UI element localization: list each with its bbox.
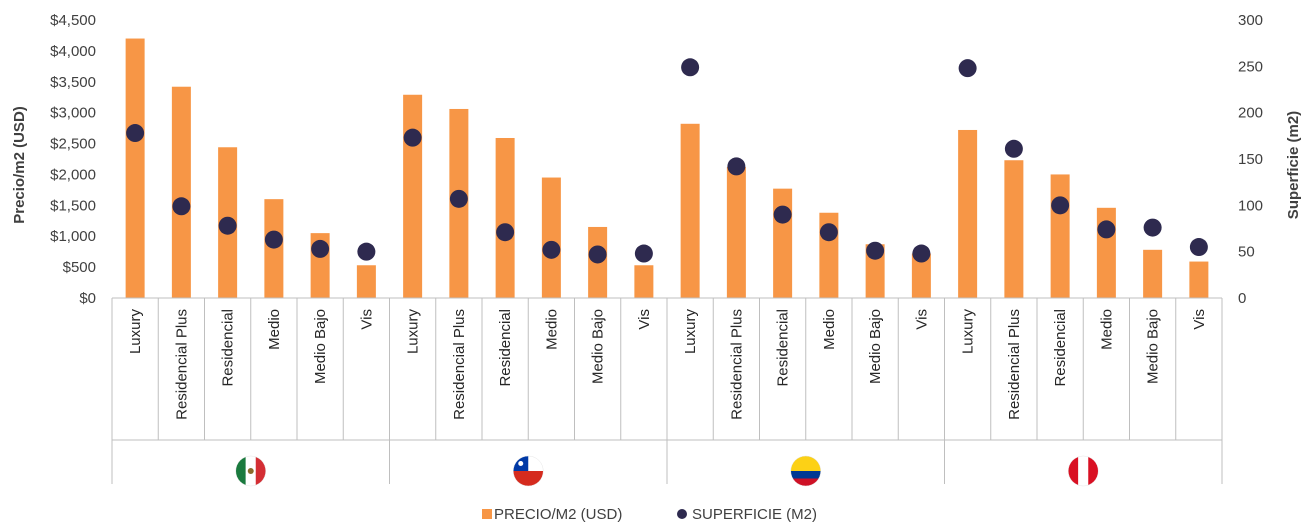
bar	[1050, 174, 1070, 298]
bar	[541, 177, 561, 298]
bar	[403, 94, 423, 298]
category-label: Residencial	[775, 309, 792, 387]
category-label: Medio	[821, 309, 838, 350]
category-label: Vis	[913, 309, 930, 330]
bar	[911, 253, 931, 298]
y2-tick-label: 250	[1238, 58, 1263, 75]
dot	[218, 216, 237, 235]
y2-tick-label: 50	[1238, 244, 1255, 261]
category-label: Luxury	[127, 309, 144, 355]
y2-tick-label: 100	[1238, 197, 1263, 214]
category-label: Luxury	[960, 309, 977, 355]
dot	[958, 59, 977, 78]
dot	[311, 239, 330, 258]
category-label: Residencial	[220, 309, 237, 387]
y2-tick-label: 0	[1238, 290, 1246, 307]
dot	[1051, 196, 1070, 215]
dot	[126, 124, 145, 143]
category-label: Luxury	[682, 309, 699, 355]
bar	[773, 188, 793, 298]
category-label: Medio	[543, 309, 560, 350]
category-label: Vis	[636, 309, 653, 330]
bar	[171, 86, 191, 298]
bar	[1189, 261, 1209, 298]
bar	[1143, 249, 1163, 298]
dot	[634, 244, 653, 263]
dot	[1189, 238, 1208, 257]
dot	[496, 223, 515, 242]
dot	[1097, 220, 1116, 239]
y-tick-label: $4,500	[50, 12, 96, 29]
dot	[1143, 218, 1162, 237]
y2-tick-label: 300	[1238, 12, 1263, 29]
category-label: Residencial Plus	[1006, 309, 1023, 420]
dot	[727, 157, 746, 176]
category-label: Residencial	[1052, 309, 1069, 387]
bar-series	[125, 38, 1209, 299]
y-tick-label: $4,000	[50, 43, 96, 60]
bar	[680, 123, 700, 298]
bar	[1004, 160, 1024, 298]
legend: PRECIO/M2 (USD) SUPERFICIE (M2)	[482, 506, 817, 523]
category-label: Medio Bajo	[590, 309, 607, 384]
y-tick-label: $500	[63, 259, 96, 276]
legend-bar-label: PRECIO/M2 (USD)	[494, 506, 622, 523]
colombia-flag-icon	[790, 455, 821, 487]
y-tick-label: $2,000	[50, 166, 96, 183]
category-label: Residencial Plus	[173, 309, 190, 420]
category-label: Residencial Plus	[728, 309, 745, 420]
y2-tick-label: 150	[1238, 151, 1263, 168]
bar	[726, 167, 746, 298]
y2-axis-title: Superficie (m2)	[1285, 111, 1302, 219]
legend-dot-swatch	[677, 509, 687, 519]
y-tick-label: $2,500	[50, 136, 96, 153]
dot	[542, 240, 561, 259]
y2-tick-label: 200	[1238, 105, 1263, 122]
y-axis: $0 $500 $1,000 $1,500 $2,000 $2,500 $3,000 $3,5…	[50, 12, 96, 307]
dot	[819, 223, 838, 242]
x-axis: Luxury Residencial Plus Residencial Medio Me…	[111, 297, 1223, 487]
category-label: Residencial Plus	[451, 309, 468, 420]
category-label: Medio Bajo	[312, 309, 329, 384]
dot	[357, 242, 376, 261]
dot	[264, 230, 283, 249]
y-tick-label: $3,000	[50, 105, 96, 122]
mexico-flag-icon	[235, 455, 266, 487]
dot	[681, 58, 700, 77]
y-tick-label: $3,500	[50, 74, 96, 91]
category-label: Medio Bajo	[867, 309, 884, 384]
y-tick-label: $1,500	[50, 197, 96, 214]
peru-flag-icon	[1068, 455, 1099, 487]
category-label: Medio	[1098, 309, 1115, 350]
bar	[125, 38, 145, 299]
dot	[773, 205, 792, 224]
category-label: Vis	[1191, 309, 1208, 330]
bar	[634, 265, 654, 298]
category-label: Medio Bajo	[1145, 309, 1162, 384]
dot	[172, 197, 191, 216]
category-label: Vis	[358, 309, 375, 330]
y2-axis: 0 50 100 150 200 250 300	[1238, 12, 1263, 307]
category-label: Medio	[266, 309, 283, 350]
dot	[449, 189, 468, 208]
dot	[866, 241, 885, 260]
y-tick-label: $0	[79, 290, 96, 307]
y-tick-label: $1,000	[50, 228, 96, 245]
category-label: Luxury	[405, 309, 422, 355]
dot	[588, 245, 607, 264]
bar	[356, 265, 376, 298]
dot	[403, 128, 422, 147]
bar	[958, 129, 978, 298]
dot	[1004, 139, 1023, 158]
y-axis-title: Precio/m2 (USD)	[11, 106, 28, 224]
dot	[912, 244, 931, 263]
dot-series	[126, 58, 1208, 264]
bar	[495, 137, 515, 298]
chile-flag-icon	[513, 455, 544, 487]
legend-dot-label: SUPERFICIE (M2)	[692, 506, 817, 523]
legend-bar-swatch	[482, 509, 492, 519]
category-label: Residencial	[497, 309, 514, 387]
